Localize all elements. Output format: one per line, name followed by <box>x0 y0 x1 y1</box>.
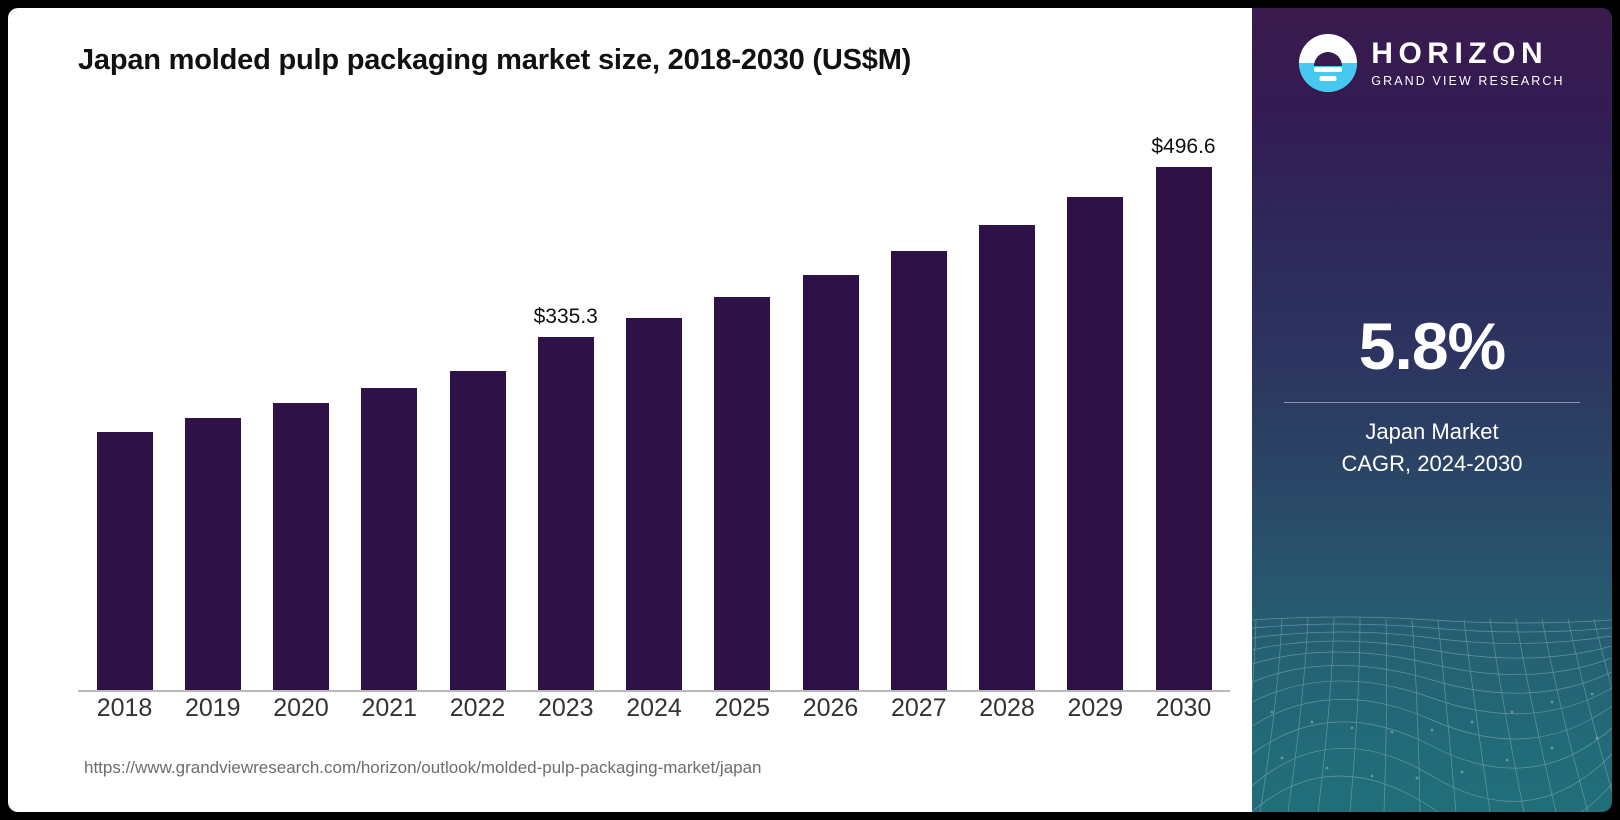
x-tick-2029: 2029 <box>1067 694 1124 722</box>
bar-2025[interactable] <box>714 297 771 690</box>
horizon-logo: HORIZON GRAND VIEW RESEARCH <box>1252 34 1612 92</box>
bar-2026[interactable] <box>802 274 859 690</box>
bar-value-label: $335.3 <box>533 304 598 328</box>
cagr-value: 5.8% <box>1358 309 1506 383</box>
x-tick-2025: 2025 <box>714 694 771 722</box>
bar-2027[interactable] <box>890 250 947 690</box>
x-tick-2023: 2023 <box>537 694 594 722</box>
cagr-caption-line-1: Japan Market <box>1365 419 1499 444</box>
x-tick-2022: 2022 <box>449 694 506 722</box>
bar-slot <box>612 100 697 690</box>
bar-2028[interactable] <box>979 225 1035 690</box>
bar-chart-plot-area: $335.3 $496.6 <box>78 100 1230 692</box>
bar-slot <box>788 100 873 690</box>
x-tick-2019: 2019 <box>184 694 241 722</box>
bar-2022[interactable] <box>449 370 506 690</box>
bar-slot <box>876 100 961 690</box>
bar-slot <box>435 100 520 690</box>
bar-slot <box>700 100 785 690</box>
x-tick-2021: 2021 <box>361 694 418 722</box>
x-tick-2020: 2020 <box>273 694 329 722</box>
brand-tagline: GRAND VIEW RESEARCH <box>1371 73 1565 88</box>
bar-slot <box>170 100 255 690</box>
x-tick-2027: 2027 <box>890 694 947 722</box>
cagr-caption-line-2: CAGR, 2024-2030 <box>1341 451 1523 476</box>
bar-2018[interactable] <box>96 431 153 690</box>
chart-card: Japan molded pulp packaging market size,… <box>8 8 1294 812</box>
x-tick-2030: 2030 <box>1155 694 1212 722</box>
horizon-logo-icon <box>1299 34 1358 92</box>
x-tick-2026: 2026 <box>802 694 859 722</box>
cagr-block: 5.8% Japan Market CAGR, 2024-2030 <box>1252 308 1612 477</box>
x-axis-line <box>78 690 1230 692</box>
logo-dome-shape <box>1314 52 1343 66</box>
x-tick-2028: 2028 <box>979 694 1035 722</box>
bar-2019[interactable] <box>184 418 241 690</box>
x-tick-2024: 2024 <box>626 694 682 722</box>
x-axis-tick-labels: 2018 2019 2020 2021 2022 2023 2024 2025 2026 2027… <box>78 694 1230 723</box>
bar-slot: $496.6 <box>1141 100 1226 690</box>
horizon-logo-text: HORIZON GRAND VIEW RESEARCH <box>1371 36 1565 88</box>
brand-panel: HORIZON GRAND VIEW RESEARCH 5.8% Japan M… <box>1252 8 1612 812</box>
bar-slot: $335.3 <box>523 100 608 690</box>
logo-bar-lower <box>1319 76 1337 81</box>
bar-2020[interactable] <box>273 403 329 690</box>
bar-2024[interactable] <box>626 318 682 690</box>
bar-2023[interactable] <box>537 336 594 690</box>
brand-name: HORIZON <box>1371 36 1549 70</box>
bar-slot <box>347 100 432 690</box>
bar-2029[interactable] <box>1067 196 1124 690</box>
page-title: Japan molded pulp packaging market size,… <box>78 44 912 76</box>
bar-slot <box>965 100 1050 690</box>
bar-value-label: $496.6 <box>1151 134 1216 158</box>
bar-2021[interactable] <box>361 387 418 690</box>
bar-slot <box>82 100 167 690</box>
bar-2030[interactable] <box>1155 166 1212 690</box>
bar-slot <box>1053 100 1138 690</box>
source-url[interactable]: https://www.grandviewresearch.com/horizo… <box>84 758 762 777</box>
cagr-divider <box>1284 402 1580 403</box>
bar-series: $335.3 $496.6 <box>78 100 1230 690</box>
x-tick-2018: 2018 <box>96 694 153 722</box>
bar-slot <box>259 100 344 690</box>
wireframe-mesh-graphic <box>1252 616 1612 812</box>
logo-bar-upper <box>1314 67 1343 72</box>
